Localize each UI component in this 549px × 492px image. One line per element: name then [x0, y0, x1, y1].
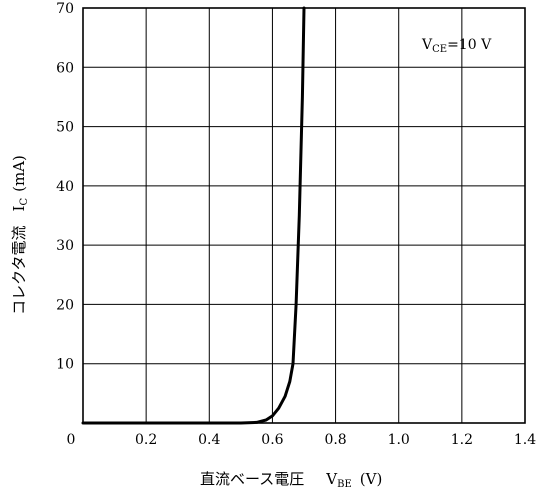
y-axis-subscript: C [19, 198, 30, 206]
y-axis-label: コレクタ電流 IC (mA) [10, 155, 30, 315]
y-tick-label: 50 [56, 120, 74, 136]
y-tick-label: 10 [56, 357, 74, 373]
x-tick-label: 0.2 [135, 432, 157, 448]
x-tick-label: 0.4 [198, 432, 220, 448]
y-axis-title: コレクタ電流 [10, 225, 28, 314]
y-tick-label: 30 [56, 238, 74, 254]
x-tick-label: 1.2 [451, 432, 473, 448]
x-tick-label: 1.0 [388, 432, 410, 448]
y-axis-unit: (mA) [10, 155, 28, 192]
series-layer [81, 6, 306, 425]
ic-vbe-curve [81, 6, 306, 425]
x-axis-subscript: BE [337, 479, 352, 490]
vce-subscript: CE [432, 44, 447, 55]
vce-value: =10 V [447, 37, 492, 53]
x-tick-label: 0.8 [324, 432, 346, 448]
x-tick-label: 0.6 [261, 432, 283, 448]
x-axis-label: 直流ベース電圧 VBE (V) [200, 470, 382, 490]
vce-annotation: VCE=10 V [421, 37, 492, 55]
x-axis-title: 直流ベース電圧 [200, 470, 304, 488]
y-axis-symbol: I [10, 205, 28, 211]
y-tick-label: 20 [56, 297, 74, 313]
x-axis-symbol: V [325, 470, 338, 488]
vce-symbol: V [421, 37, 433, 53]
x-tick-labels: 0 0.2 0.4 0.6 0.8 1.0 1.2 1.4 [67, 432, 537, 448]
y-tick-label: 70 [56, 1, 74, 17]
y-tick-label: 40 [56, 179, 74, 195]
x-tick-label: 0 [67, 432, 76, 448]
x-axis-unit: (V) [360, 470, 383, 488]
y-tick-labels: 10 20 30 40 50 60 70 [56, 1, 74, 373]
x-tick-label: 1.4 [514, 432, 536, 448]
y-tick-label: 60 [56, 60, 74, 76]
